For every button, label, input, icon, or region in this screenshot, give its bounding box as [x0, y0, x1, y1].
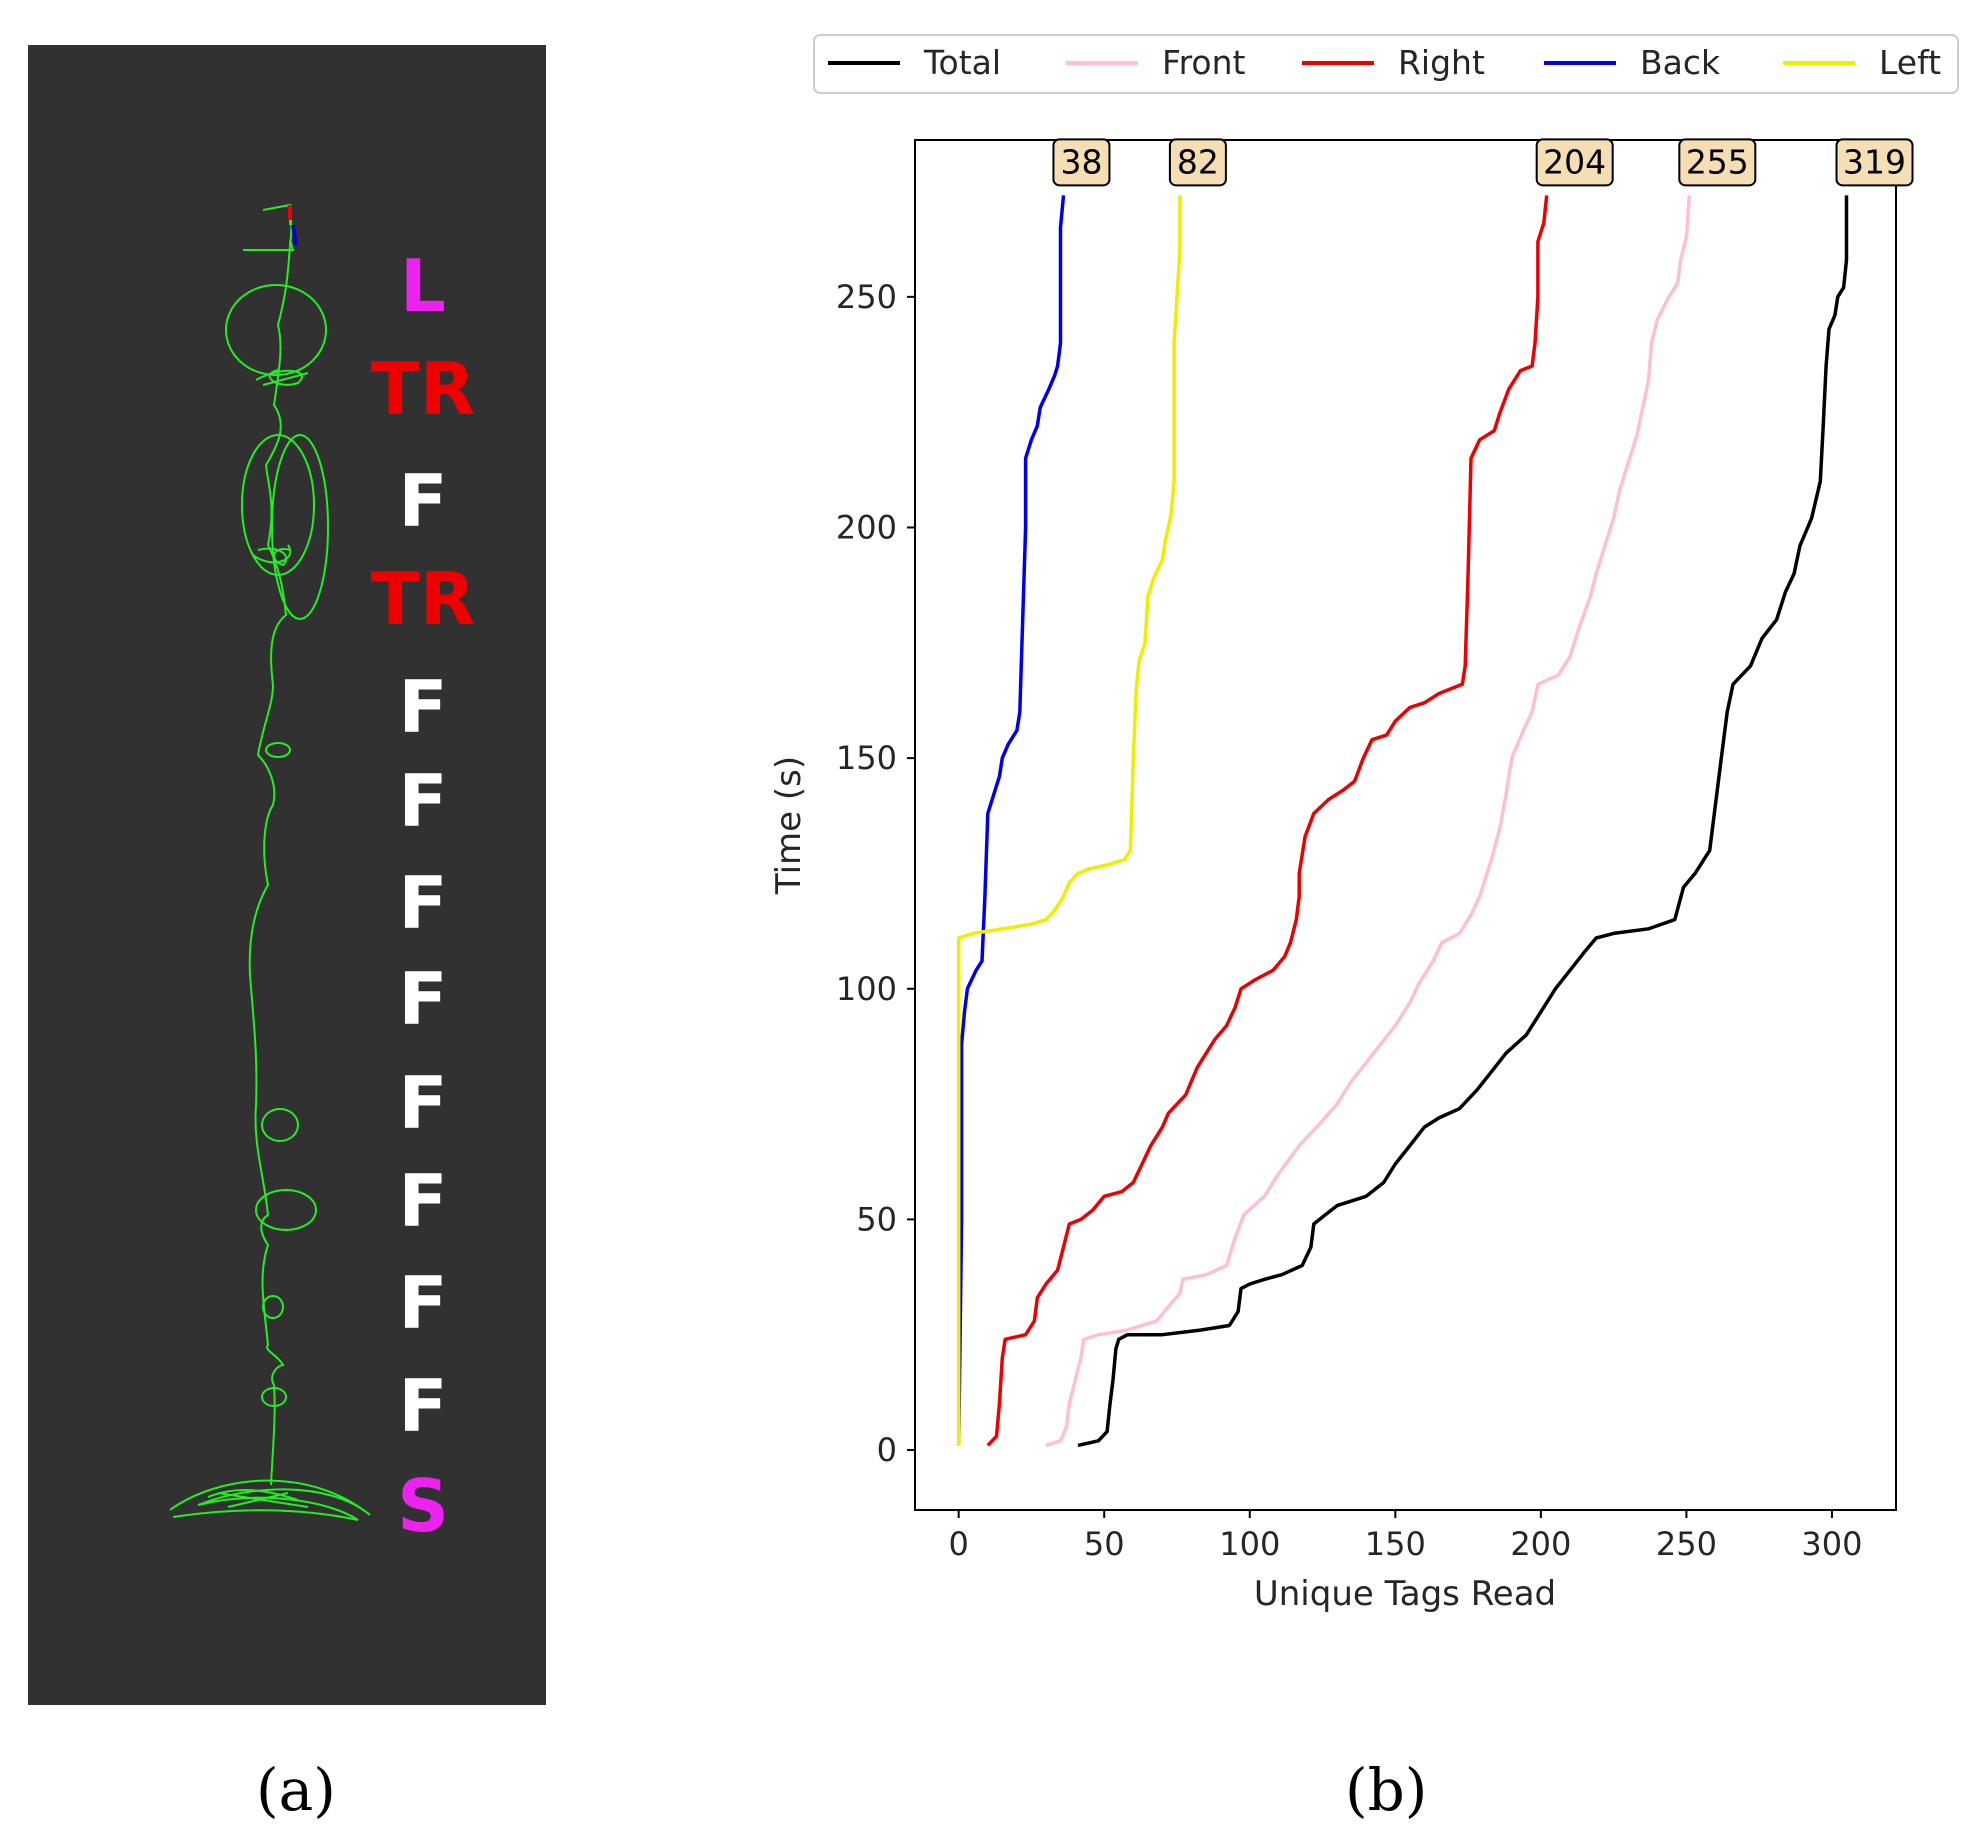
- segment-label: F: [398, 1159, 448, 1243]
- y-tick-label: 150: [836, 739, 897, 777]
- end-label-total: 319: [1835, 138, 1914, 187]
- y-tick-label: 50: [856, 1200, 897, 1238]
- end-label-right: 204: [1535, 138, 1614, 187]
- trajectory-loop-3: [255, 1189, 317, 1231]
- legend-frame: [813, 34, 1959, 94]
- legend: Total Front Right Back Left: [813, 34, 1959, 94]
- y-tick-label: 100: [836, 970, 897, 1008]
- x-tick-label: 200: [1510, 1525, 1571, 1563]
- legend-item-total: Total: [828, 43, 1001, 82]
- end-label-box: [1835, 138, 1914, 187]
- end-label-back: 38: [1052, 138, 1111, 187]
- legend-item-front: Front: [1066, 43, 1246, 82]
- trajectory-path-image: [169, 203, 371, 1521]
- trajectory-loop-5: [265, 742, 291, 758]
- series-line-left: [956, 195, 1182, 1446]
- trajectory-main-trail: [248, 204, 293, 1486]
- y-tick-label: 0: [877, 1431, 897, 1469]
- legend-item-back: Back: [1544, 43, 1721, 82]
- end-marker-blue: [291, 224, 298, 246]
- end-label-box: [1168, 138, 1227, 187]
- x-axis: 0 50 100 150 200 250 300: [948, 1510, 1862, 1563]
- segment-label: F: [398, 1261, 448, 1345]
- y-axis: 0 50 100 150 200 250: [836, 278, 915, 1469]
- segment-label: F: [398, 759, 448, 843]
- segment-label: F: [398, 1061, 448, 1145]
- x-tick-label: 250: [1656, 1525, 1717, 1563]
- end-label-box: [1535, 138, 1614, 187]
- end-label-box: [1678, 138, 1757, 187]
- segment-label: F: [398, 957, 448, 1041]
- trajectory-start-scribble: [207, 1488, 309, 1508]
- legend-label: Back: [1640, 43, 1721, 82]
- series-line-back: [956, 195, 1066, 1446]
- y-tick-label: 200: [836, 508, 897, 546]
- trajectory-start-arc: [169, 1479, 371, 1521]
- panel-a-caption: (a): [256, 1756, 336, 1824]
- trajectory-scribble-1: [252, 544, 292, 567]
- legend-label: Total: [923, 43, 1001, 82]
- end-label-text: 38: [1060, 142, 1102, 181]
- panel-b-caption: (b): [1345, 1756, 1428, 1824]
- legend-item-right: Right: [1302, 43, 1485, 82]
- segment-label: F: [398, 1364, 448, 1448]
- segment-label: S: [397, 1464, 449, 1548]
- trajectory-loop-1: [261, 1387, 287, 1407]
- y-axis-label: Time (s): [769, 756, 809, 895]
- x-tick-label: 50: [1084, 1525, 1125, 1563]
- series-line-front: [1045, 195, 1692, 1448]
- legend-label: Front: [1162, 43, 1246, 82]
- x-tick-label: 300: [1801, 1525, 1862, 1563]
- series-line-total: [1077, 195, 1849, 1448]
- end-label-box: [1052, 138, 1111, 187]
- trajectory-loop-big-2: [271, 434, 329, 620]
- end-label-text: 255: [1686, 142, 1749, 181]
- x-axis-label: Unique Tags Read: [1254, 1574, 1556, 1614]
- trajectory-scribble-2: [255, 369, 309, 386]
- segment-label: F: [398, 861, 448, 945]
- series: [956, 195, 1849, 1448]
- x-tick-label: 100: [1219, 1525, 1280, 1563]
- trajectory-panel: L TR F TR F F F F F F F F S: [28, 45, 546, 1705]
- end-label-left: 82: [1168, 138, 1227, 187]
- segment-label: TR: [370, 347, 476, 431]
- trajectory-loop-big-3: [225, 284, 327, 376]
- end-labels: 319 255 204 38 82: [1052, 138, 1914, 187]
- end-label-text: 204: [1543, 142, 1606, 181]
- segment-label: TR: [370, 557, 476, 641]
- trajectory-loop-2: [262, 1295, 284, 1319]
- end-label-front: 255: [1678, 138, 1757, 187]
- legend-item-left: Left: [1783, 43, 1941, 82]
- trajectory-loop-big-1: [241, 434, 315, 576]
- legend-label: Right: [1398, 43, 1485, 82]
- y-tick-label: 250: [836, 278, 897, 316]
- plot-frame: [914, 139, 1897, 1511]
- segment-label: F: [398, 459, 448, 543]
- x-tick-label: 0: [948, 1525, 968, 1563]
- end-label-text: 319: [1843, 142, 1906, 181]
- legend-label: Left: [1879, 43, 1941, 82]
- trajectory-loop-4: [261, 1108, 299, 1142]
- segment-label: L: [400, 244, 446, 328]
- series-line-right: [986, 195, 1549, 1447]
- x-tick-label: 150: [1365, 1525, 1426, 1563]
- segment-label: F: [398, 665, 448, 749]
- end-label-text: 82: [1177, 142, 1219, 181]
